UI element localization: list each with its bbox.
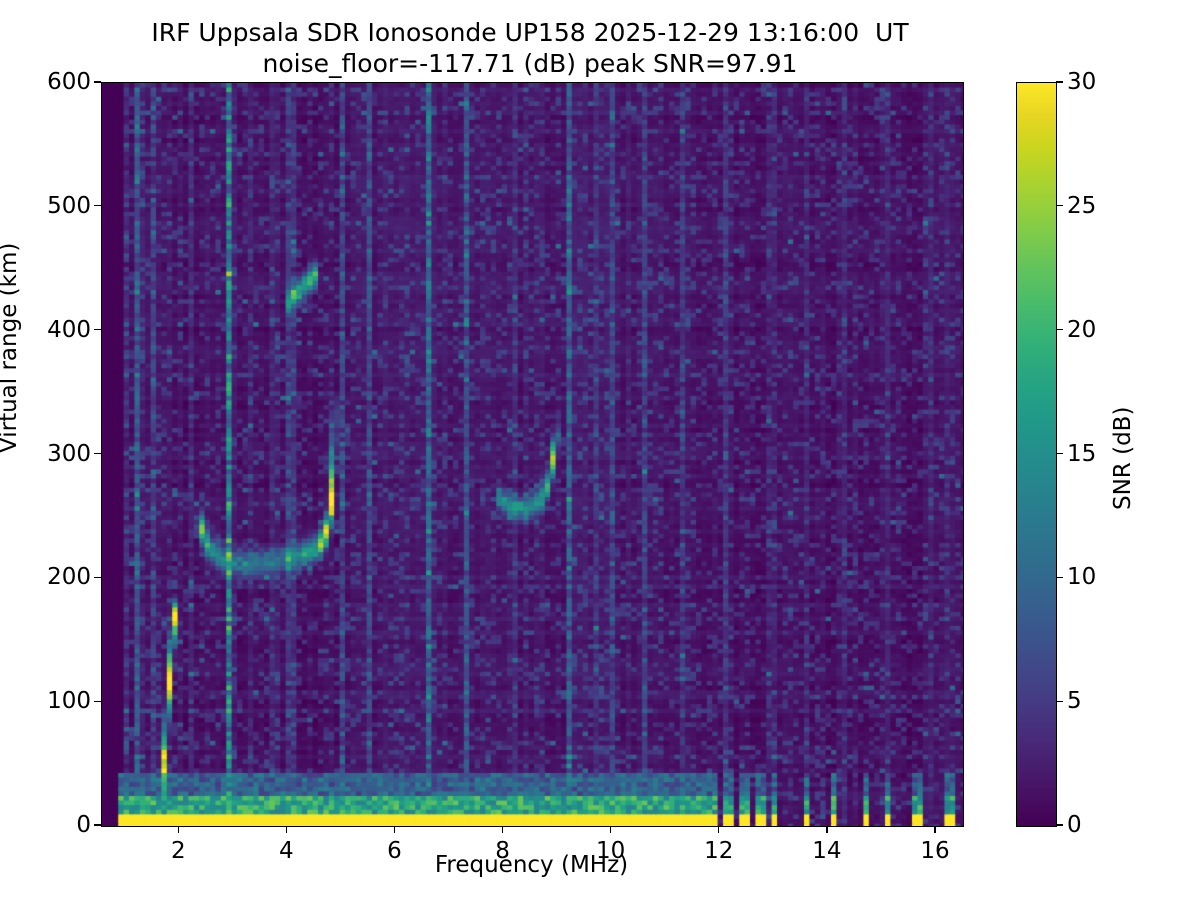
x-tick-label-14: 14 [812,838,842,864]
x-tick-mark-2 [177,826,179,834]
colorbar-tick-label-20: 20 [1067,316,1097,343]
colorbar-tick-mark-25 [1056,205,1064,207]
y-tick-label-0: 0 [76,812,91,838]
y-tick-mark-300 [94,452,101,455]
figure-title: IRF Uppsala SDR Ionosonde UP158 2025-12-… [0,18,1060,79]
y-tick-mark-100 [94,700,101,702]
title-line-1: IRF Uppsala SDR Ionosonde UP158 2025-12-… [151,18,909,47]
y-tick-mark-200 [94,576,101,578]
colorbar-tick-mark-0 [1056,824,1064,826]
y-tick-label-200: 200 [47,564,91,591]
y-tick-label-500: 500 [47,192,91,219]
x-tick-mark-4 [285,826,288,834]
x-tick-label-10: 10 [596,838,626,864]
colorbar-tick-mark-20 [1056,329,1064,331]
ionogram-plot-area [101,82,964,827]
colorbar-tick-label-5: 5 [1067,688,1082,715]
x-tick-mark-12 [718,826,720,834]
y-tick-mark-0 [94,824,101,826]
colorbar-tick-label-10: 10 [1067,564,1097,591]
colorbar-tick-label-0: 0 [1067,812,1082,838]
colorbar-label: SNR (dB) [1110,406,1136,510]
x-tick-label-2: 2 [170,838,186,864]
colorbar-tick-mark-10 [1056,576,1064,578]
x-tick-mark-8 [501,826,504,834]
title-line-2: noise_floor=-117.71 (dB) peak SNR=97.91 [262,48,798,78]
x-tick-mark-14 [826,826,828,834]
snr-colorbar [1016,82,1057,827]
y-tick-mark-400 [94,329,101,331]
colorbar-tick-mark-5 [1056,700,1064,702]
colorbar-tick-mark-15 [1056,452,1064,455]
y-tick-label-300: 300 [47,440,91,467]
x-tick-label-4: 4 [279,838,294,864]
colorbar-tick-label-25: 25 [1067,192,1097,219]
colorbar-gradient [1017,83,1056,826]
y-tick-label-400: 400 [47,316,91,343]
x-tick-label-8: 8 [495,838,510,864]
y-tick-label-100: 100 [47,688,91,715]
colorbar-tick-label-30: 30 [1067,69,1097,95]
x-tick-label-16: 16 [920,838,950,864]
y-axis-label: Virtual range (km) [0,242,22,453]
colorbar-tick-label-15: 15 [1067,440,1097,467]
x-tick-mark-6 [393,826,396,834]
x-tick-mark-10 [610,826,612,834]
colorbar-tick-mark-30 [1056,81,1064,83]
x-axis-label: Frequency (MHz) [434,852,629,878]
ionogram-heatmap [102,83,963,826]
x-tick-mark-16 [934,826,936,834]
y-tick-mark-600 [94,81,101,83]
x-tick-label-12: 12 [704,838,734,864]
y-tick-label-600: 600 [47,69,91,95]
y-tick-mark-500 [94,205,101,207]
x-tick-label-6: 6 [387,838,402,864]
